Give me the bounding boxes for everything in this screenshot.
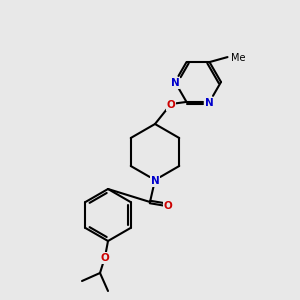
Text: O: O xyxy=(164,201,172,211)
Text: Me: Me xyxy=(230,53,245,63)
Text: N: N xyxy=(151,176,159,186)
Text: O: O xyxy=(167,100,176,110)
Text: O: O xyxy=(100,253,109,263)
Text: N: N xyxy=(205,98,214,108)
Text: N: N xyxy=(171,78,179,88)
